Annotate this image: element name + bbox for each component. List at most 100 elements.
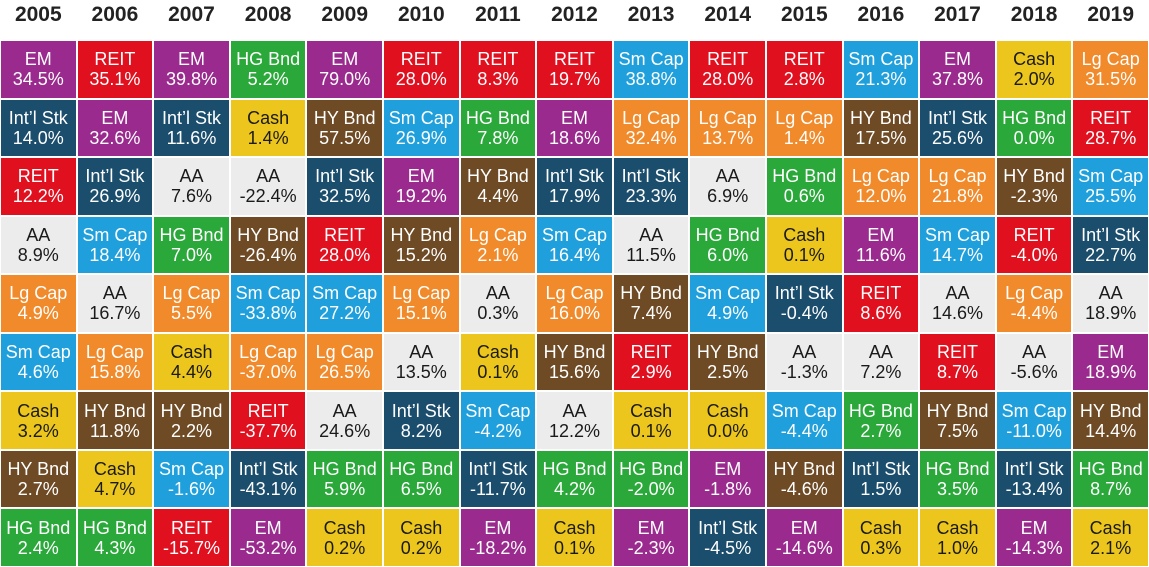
cell-return-value: 0.3% <box>477 303 519 324</box>
cell-2014-reit: REIT 28.0% <box>690 41 765 98</box>
cell-asset-label: Sm Cap <box>388 107 454 128</box>
cell-asset-label: HY Bnd <box>543 342 606 363</box>
cell-asset-label: Sm Cap <box>235 283 301 304</box>
cell-2015-sm-cap: Sm Cap -4.4% <box>767 392 842 449</box>
cell-return-value: 15.8% <box>89 362 141 383</box>
cell-asset-label: HG Bnd <box>82 517 147 538</box>
year-header-2011: 2011 <box>475 3 521 26</box>
cell-return-value: -22.4% <box>239 186 297 207</box>
cell-2007-hy-bnd: HY Bnd 2.2% <box>154 392 229 449</box>
cell-asset-label: AA <box>792 342 817 363</box>
cell-asset-label: Lg Cap <box>698 107 757 128</box>
cell-asset-label: Sm Cap <box>618 49 684 70</box>
cell-asset-label: Int’l Stk <box>161 107 221 128</box>
year-header-2014: 2014 <box>704 3 752 26</box>
cell-return-value: -2.3% <box>627 537 675 558</box>
cell-2015-hg-bnd: HG Bnd 0.6% <box>767 158 842 215</box>
cell-2005-reit: REIT 12.2% <box>1 158 76 215</box>
cell-return-value: 18.9% <box>1085 303 1137 324</box>
cell-return-value: 0.2% <box>400 537 442 558</box>
cell-asset-label: Lg Cap <box>239 342 298 363</box>
cell-return-value: 32.4% <box>625 127 677 148</box>
cell-asset-label: EM <box>637 517 665 538</box>
cell-return-value: 0.1% <box>553 537 595 558</box>
cell-2017-cash: Cash 1.0% <box>920 509 995 566</box>
cell-2016-sm-cap: Sm Cap 21.3% <box>843 41 919 98</box>
cell-2014-em: EM -1.8% <box>690 450 765 508</box>
cell-2017-em: EM 37.8% <box>920 41 995 98</box>
cell-return-value: 5.2% <box>247 69 289 90</box>
cell-2014-aa: AA 6.9% <box>690 158 765 215</box>
cell-asset-label: EM <box>790 517 818 538</box>
cell-return-value: 15.6% <box>548 362 600 383</box>
cell-return-value: 79.0% <box>319 69 371 90</box>
cell-asset-label: Cash <box>859 517 902 538</box>
cell-2012-int-l-stk: Int’l Stk 17.9% <box>537 158 612 215</box>
cell-return-value: 11.6% <box>856 244 906 265</box>
cell-2018-em: EM -14.3% <box>996 509 1072 566</box>
cell-2014-int-l-stk: Int’l Stk -4.5% <box>690 509 765 566</box>
cell-return-value: 1.4% <box>783 127 825 148</box>
cell-2018-aa: AA -5.6% <box>996 333 1072 391</box>
cell-2008-sm-cap: Sm Cap -33.8% <box>230 275 306 332</box>
cell-2015-lg-cap: Lg Cap 1.4% <box>767 99 842 157</box>
cell-return-value: 2.4% <box>17 537 59 558</box>
cell-2012-hy-bnd: HY Bnd 15.6% <box>537 333 612 391</box>
cell-return-value: 0.1% <box>783 244 825 265</box>
cell-return-value: 24.6% <box>319 420 371 441</box>
year-header-2018: 2018 <box>1010 3 1058 26</box>
cell-return-value: -5.6% <box>1010 362 1058 383</box>
cell-return-value: 3.5% <box>936 479 978 500</box>
cell-2009-aa: AA 24.6% <box>307 392 382 449</box>
cell-return-value: -1.3% <box>780 362 828 383</box>
cell-2012-sm-cap: Sm Cap 16.4% <box>537 216 612 274</box>
cell-return-value: 8.7% <box>936 362 978 383</box>
cell-asset-label: Lg Cap <box>622 107 681 128</box>
cell-asset-label: HY Bnd <box>160 400 223 421</box>
cell-asset-label: Cash <box>630 400 673 421</box>
year-header-2019: 2019 <box>1087 3 1135 26</box>
cell-2011-hy-bnd: HY Bnd 4.4% <box>460 158 536 215</box>
cell-asset-label: HG Bnd <box>695 224 760 245</box>
cell-asset-label: Cash <box>170 342 213 363</box>
cell-return-value: 5.5% <box>170 303 212 324</box>
cell-2011-sm-cap: Sm Cap -4.2% <box>460 392 536 449</box>
cell-return-value: 16.0% <box>548 303 600 324</box>
cell-return-value: 7.4% <box>630 303 672 324</box>
cell-return-value: 0.6% <box>783 186 825 207</box>
cell-return-value: 0.0% <box>707 420 749 441</box>
cell-2014-sm-cap: Sm Cap 4.9% <box>690 275 765 332</box>
cell-2018-reit: REIT -4.0% <box>996 216 1072 274</box>
cell-asset-label: REIT <box>783 49 825 70</box>
cell-asset-label: Lg Cap <box>928 166 987 187</box>
cell-asset-label: AA <box>256 166 281 187</box>
cell-return-value: 19.7% <box>548 69 600 90</box>
year-header-2008: 2008 <box>244 3 292 26</box>
cell-return-value: 31.5% <box>1085 69 1137 90</box>
cell-asset-label: Int’l Stk <box>8 107 68 128</box>
cell-2005-int-l-stk: Int’l Stk 14.0% <box>1 99 76 157</box>
cell-asset-label: EM <box>714 459 742 480</box>
cell-return-value: 11.8% <box>90 420 140 441</box>
cell-2015-reit: REIT 2.8% <box>767 41 842 98</box>
cell-asset-label: AA <box>868 342 893 363</box>
cell-2011-lg-cap: Lg Cap 2.1% <box>460 216 536 274</box>
cell-return-value: 18.4% <box>89 244 141 265</box>
cell-asset-label: AA <box>945 283 970 304</box>
cell-return-value: 8.7% <box>1090 479 1132 500</box>
cell-return-value: -2.3% <box>1010 186 1058 207</box>
cell-return-value: 2.7% <box>860 420 902 441</box>
cell-asset-label: REIT <box>1013 224 1055 245</box>
cell-2015-aa: AA -1.3% <box>767 333 842 391</box>
cell-return-value: 7.0% <box>170 244 212 265</box>
cell-asset-label: Int’l Stk <box>927 107 987 128</box>
cell-return-value: 23.3% <box>625 186 677 207</box>
cell-2016-lg-cap: Lg Cap 12.0% <box>843 158 919 215</box>
cell-return-value: 38.8% <box>625 69 677 90</box>
cell-return-value: -26.4% <box>239 244 297 265</box>
cell-2019-reit: REIT 28.7% <box>1073 99 1148 157</box>
cell-return-value: 7.6% <box>170 186 212 207</box>
cell-return-value: 21.3% <box>855 69 907 90</box>
cell-2008-hg-bnd: HG Bnd 5.2% <box>230 41 306 98</box>
